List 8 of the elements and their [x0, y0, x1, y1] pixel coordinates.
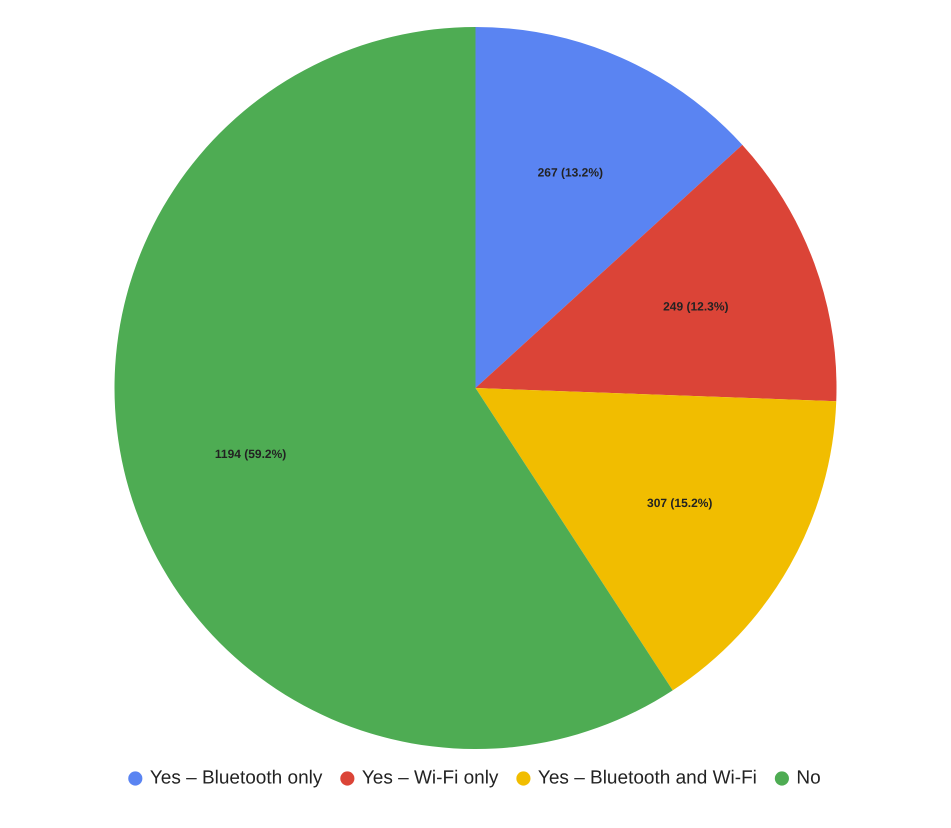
legend-label: Yes – Bluetooth only: [150, 768, 323, 789]
data-label: 267 (13.2%): [538, 166, 603, 180]
data-label: 307 (15.2%): [647, 496, 712, 510]
legend-label: No: [796, 768, 821, 789]
legend-label: Yes – Bluetooth and Wi-Fi: [538, 768, 757, 789]
data-label: 249 (12.3%): [663, 300, 729, 314]
data-label: 1194 (59.2%): [214, 447, 286, 462]
legend-label: Yes – Wi-Fi only: [362, 768, 499, 789]
